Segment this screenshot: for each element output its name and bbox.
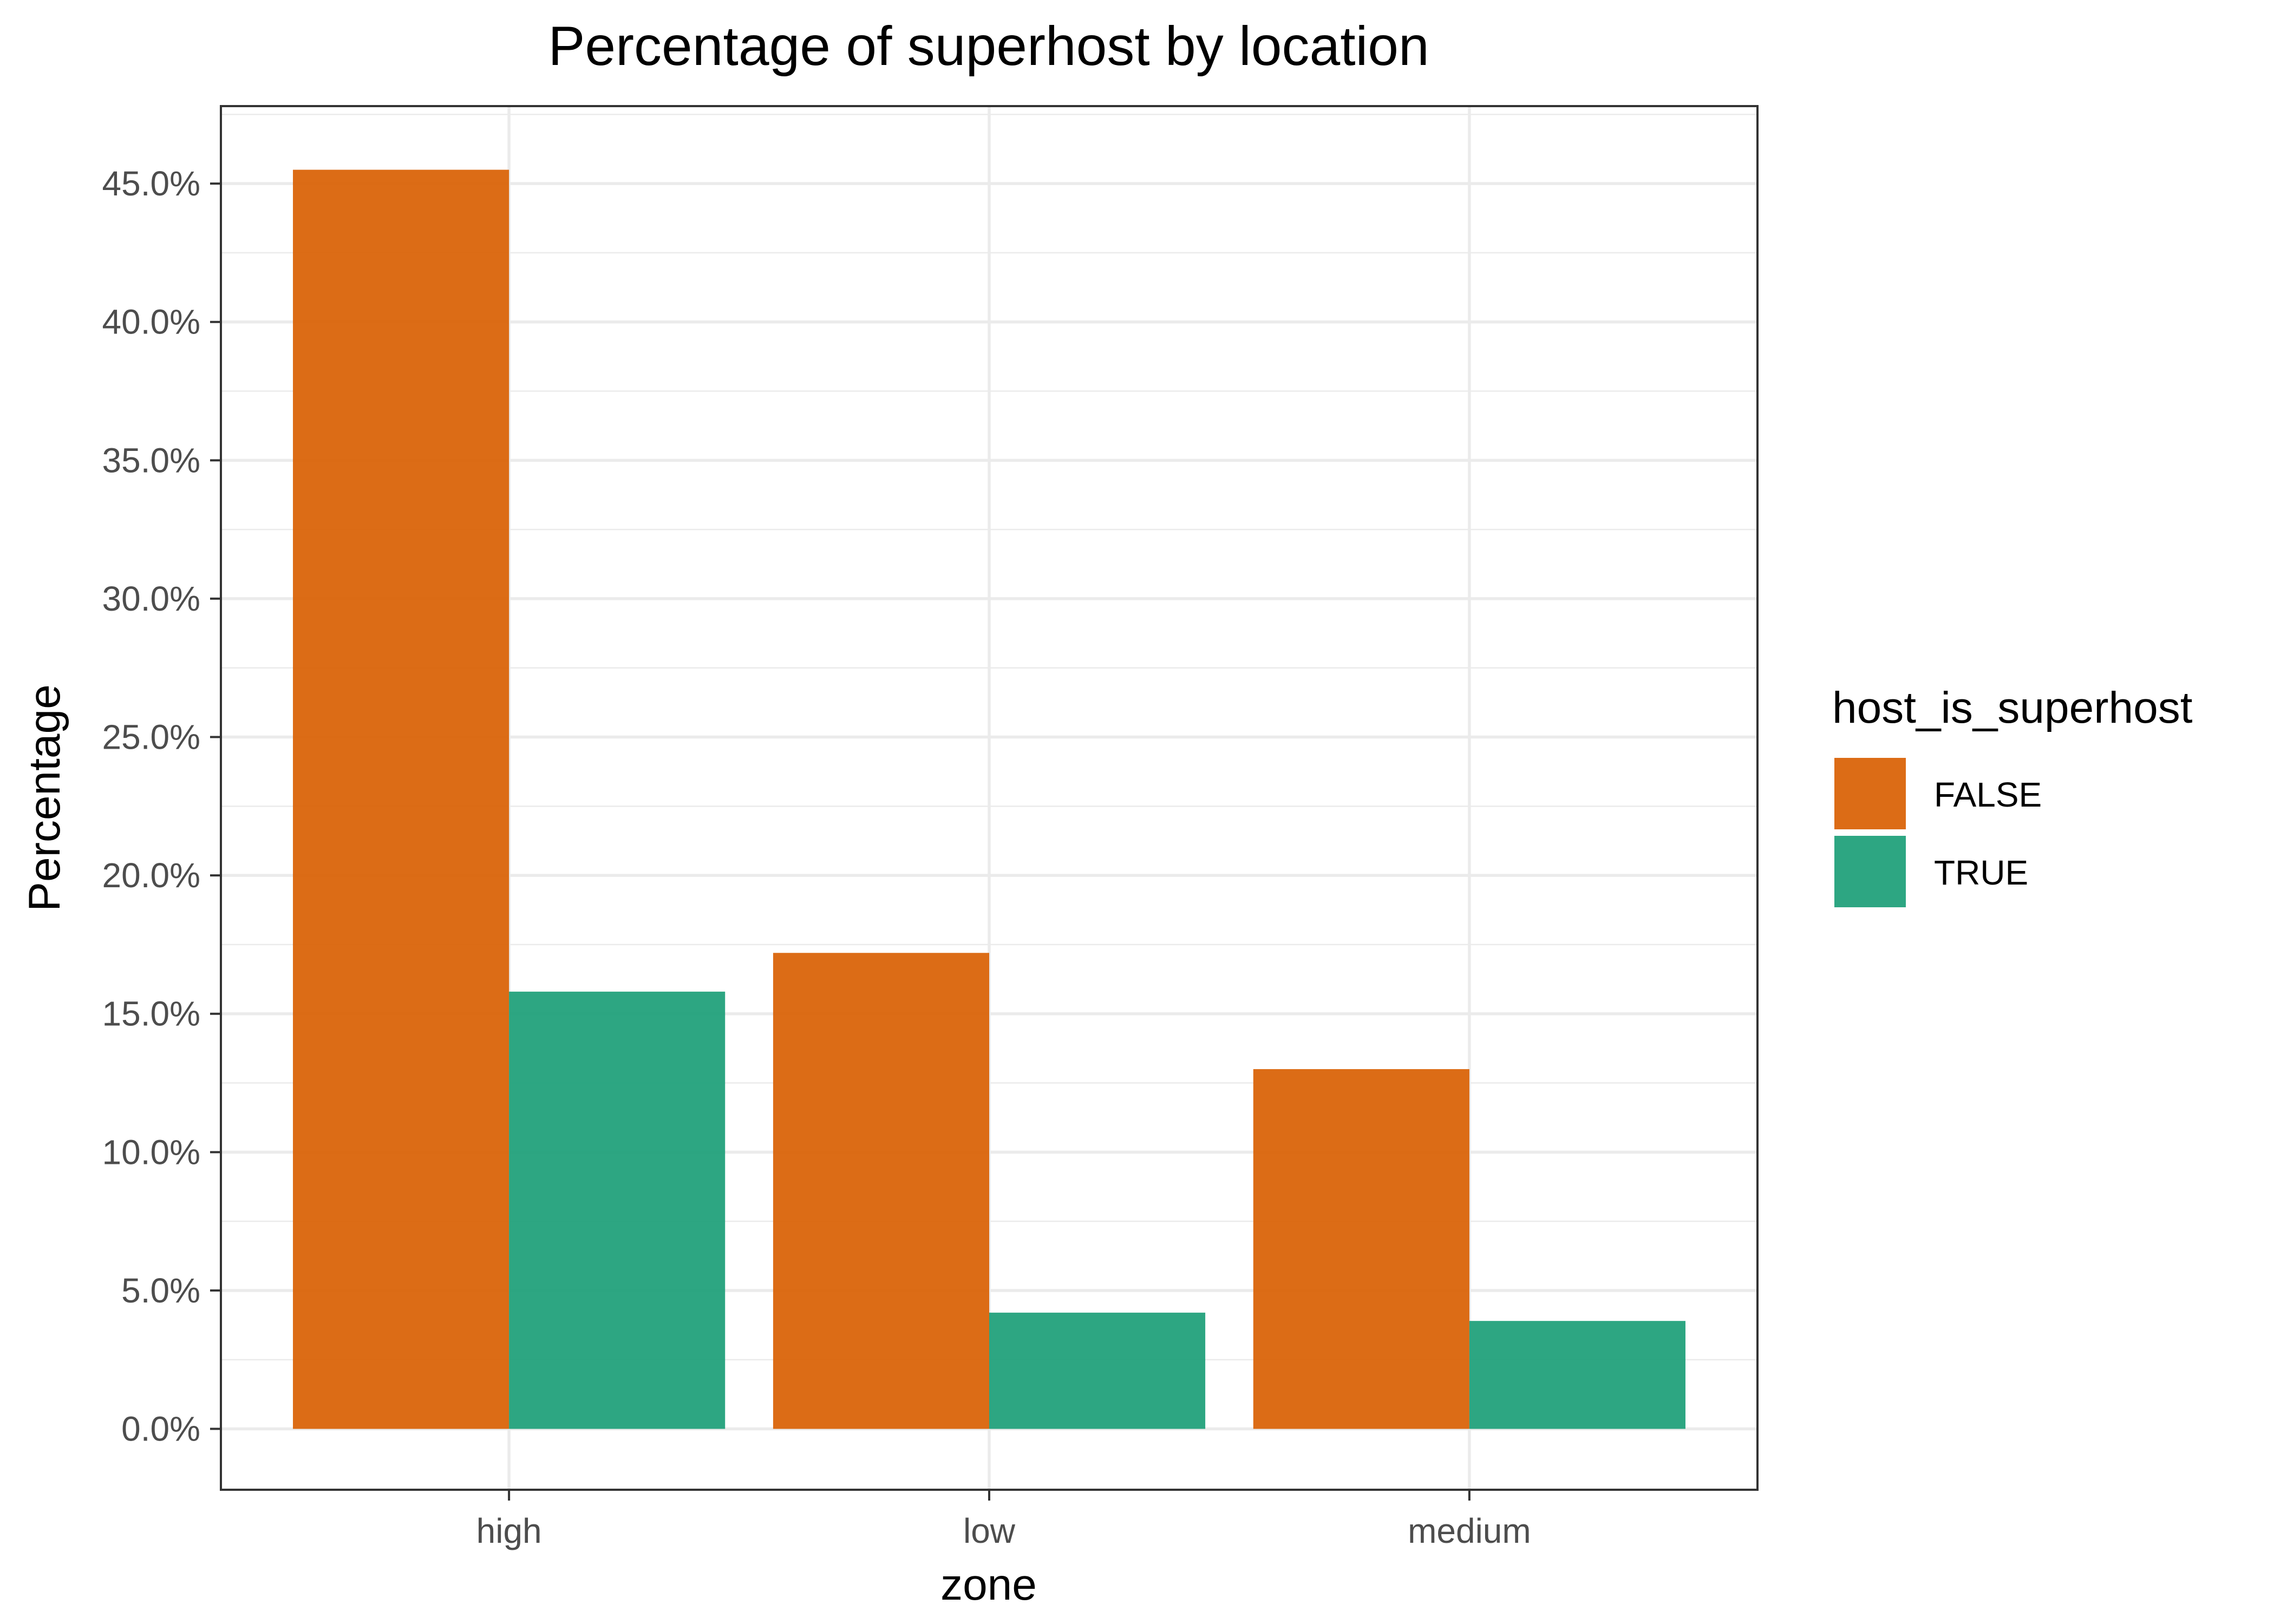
bar-high-true [509,991,726,1429]
legend: host_is_superhost FALSE TRUE [1832,683,2193,907]
y-tick-label: 30.0% [102,579,200,618]
y-axis-ticks: 0.0% 5.0% 10.0% 15.0% 20.0% 25.0% 30.0% 35.0% 40… [102,164,221,1449]
y-tick-label: 40.0% [102,303,200,342]
bar-medium-true [1469,1321,1685,1429]
bars [293,169,1685,1429]
y-tick-label: 20.0% [102,856,200,895]
legend-label-true: TRUE [1934,853,2028,892]
y-tick-label: 10.0% [102,1132,200,1171]
bar-low-true [989,1312,1206,1429]
x-tick-label-low: low [963,1511,1016,1550]
bar-high-false [293,169,509,1429]
y-tick-label: 35.0% [102,441,200,480]
bar-low-false [773,953,989,1429]
x-axis-title: zone [940,1560,1037,1609]
x-tick-label-medium: medium [1408,1511,1531,1550]
bar-medium-false [1253,1069,1469,1429]
y-tick-label: 25.0% [102,718,200,757]
legend-label-false: FALSE [1934,775,2042,814]
y-axis-title: Percentage [20,684,69,911]
y-tick-label: 5.0% [121,1271,200,1310]
legend-key-false [1834,758,1906,829]
x-axis-ticks: high low medium [476,1490,1531,1550]
legend-title: host_is_superhost [1832,683,2193,732]
x-tick-label-high: high [476,1511,542,1550]
chart-title: Percentage of superhost by location [548,15,1429,77]
y-tick-label: 45.0% [102,164,200,203]
y-tick-label: 15.0% [102,994,200,1033]
y-tick-label: 0.0% [121,1410,200,1449]
legend-key-true [1834,836,1906,907]
